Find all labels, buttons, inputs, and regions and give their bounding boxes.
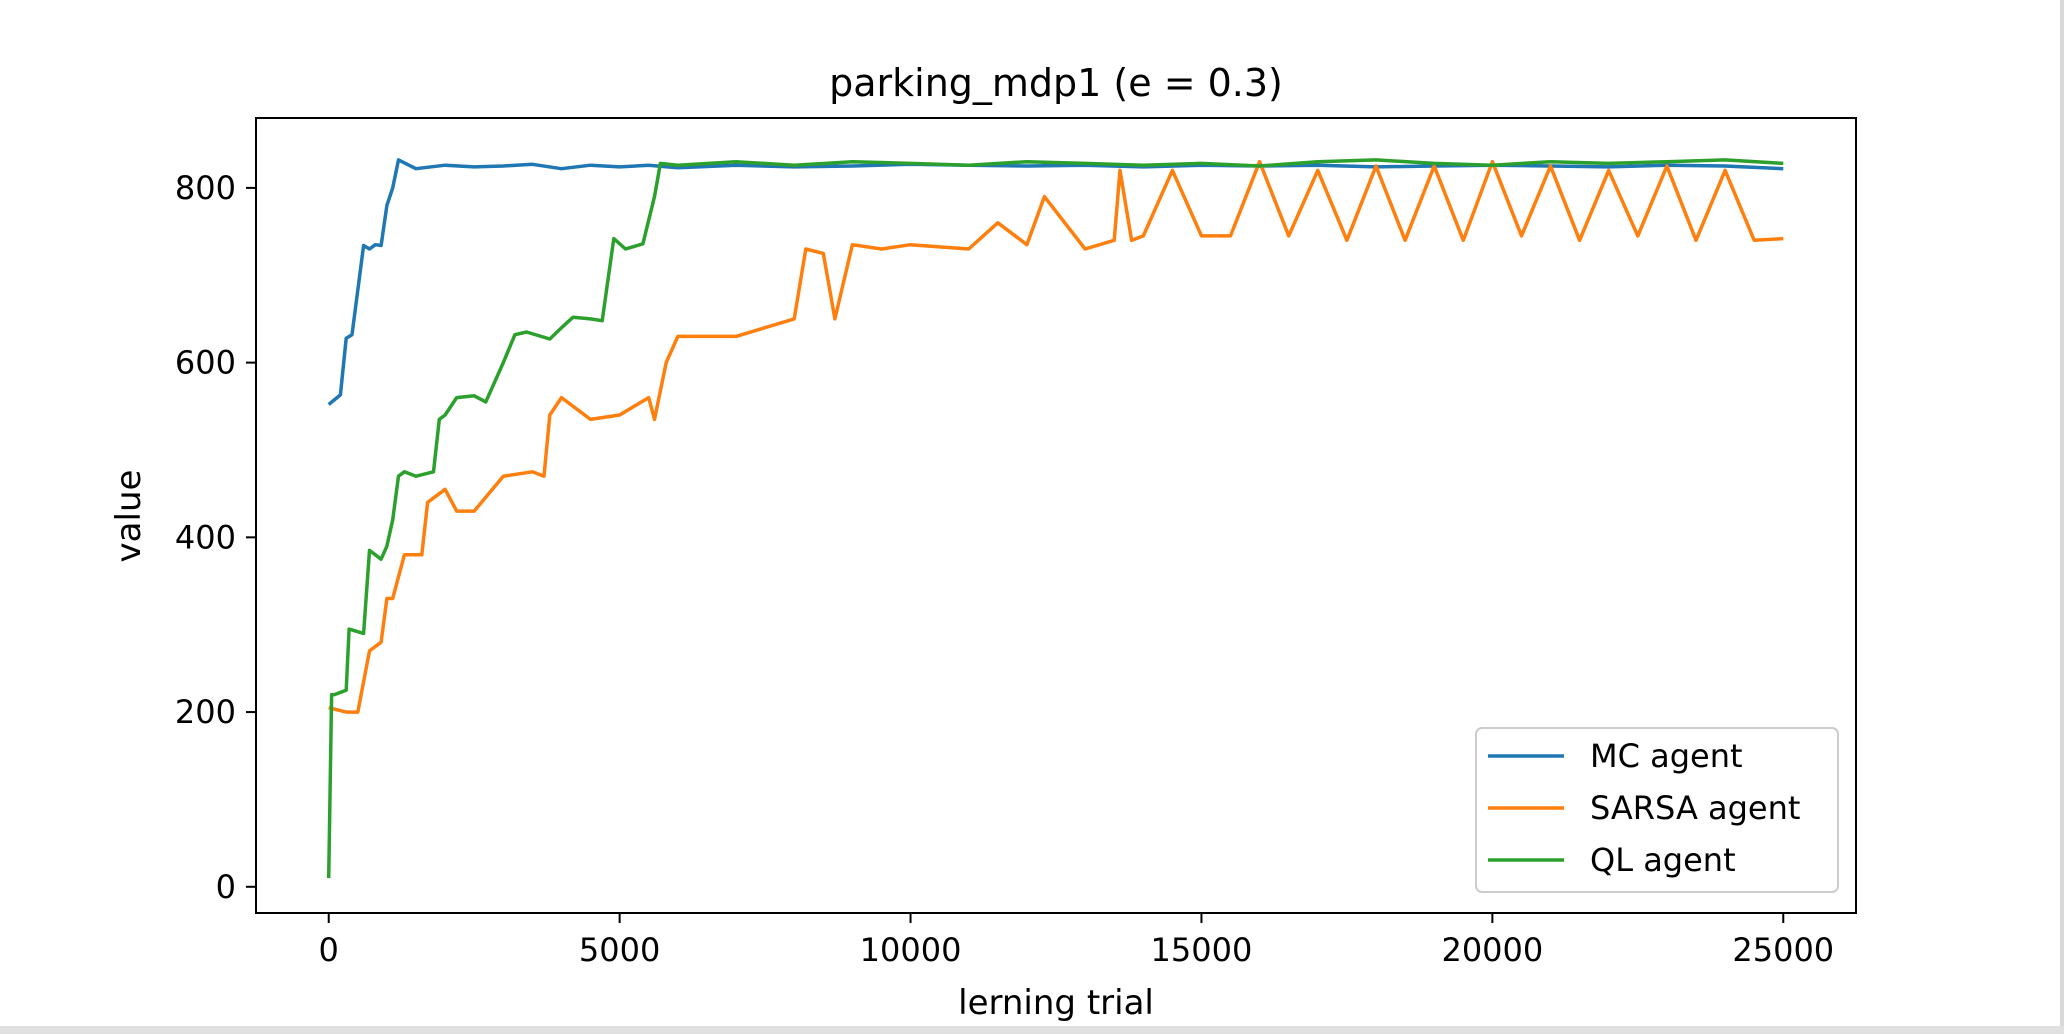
axes-frame [255, 117, 1857, 914]
y-tick-label: 200 [175, 693, 236, 731]
x-axis-label: lerning trial [958, 983, 1154, 1023]
legend-box [1475, 727, 1839, 893]
legend-label-2: QL agent [1590, 841, 1736, 879]
series-line-1 [328, 159, 1784, 714]
legend-label-1: SARSA agent [1590, 789, 1800, 827]
legend-label-0: MC agent [1590, 737, 1743, 775]
legend: MC agent SARSA agent QL agent [1475, 727, 1839, 893]
plot-area [326, 158, 1784, 879]
series-line-2 [326, 158, 1784, 879]
x-tick-label: 5000 [579, 931, 660, 969]
y-axis-ticks: 0 200 400 600 800 [175, 169, 256, 906]
x-tick-label: 0 [319, 931, 339, 969]
chart-title: parking_mdp1 (e = 0.3) [829, 61, 1283, 105]
x-tick-label: 10000 [860, 931, 962, 969]
y-tick-label: 600 [175, 344, 236, 382]
x-tick-label: 20000 [1441, 931, 1543, 969]
y-tick-label: 800 [175, 169, 236, 207]
x-axis-ticks: 0 5000 10000 15000 20000 25000 [319, 913, 1834, 969]
y-tick-label: 400 [175, 518, 236, 556]
y-tick-label: 0 [216, 868, 236, 906]
x-tick-label: 15000 [1151, 931, 1253, 969]
y-axis-label: value [109, 470, 149, 563]
series-line-0 [327, 158, 1784, 406]
window-bottom-bar [0, 1026, 2064, 1034]
x-tick-label: 25000 [1732, 931, 1834, 969]
window-right-edge [2060, 0, 2064, 1026]
